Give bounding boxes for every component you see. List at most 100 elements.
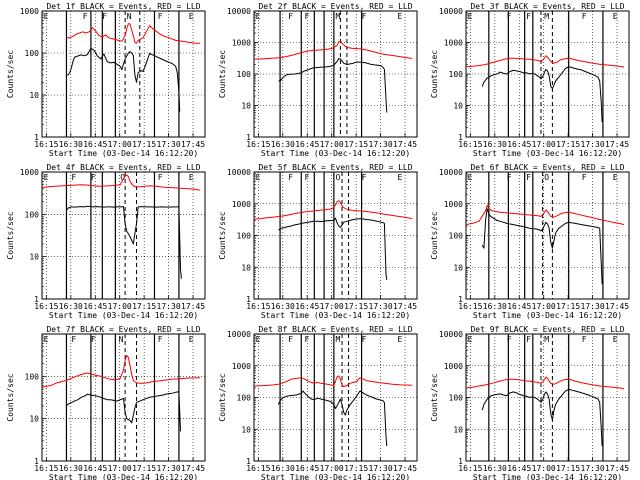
- y-tick-label: 100: [449, 394, 464, 403]
- x-tick-label: 16:45: [83, 464, 107, 473]
- y-tick-label: 100: [237, 232, 252, 241]
- event-letter: F: [507, 173, 512, 182]
- x-tick-label: 16:45: [507, 140, 531, 149]
- y-tick-label: 10: [29, 253, 39, 262]
- panel-title: Det 3f BLACK = Events, RED = LLD: [470, 2, 624, 11]
- y-tick-label: 1000: [20, 168, 39, 177]
- x-axis-label: Start Time (03-Dec-14 16:12:20): [261, 311, 410, 320]
- event-letter: E: [397, 12, 402, 21]
- y-tick-label: 1: [246, 457, 251, 466]
- y-tick-label: 10: [29, 415, 39, 424]
- x-axis-label: Start Time (03-Dec-14 16:12:20): [49, 473, 198, 480]
- panel-5: Det 5f BLACK = Events, RED = LLD16:15 16:…: [218, 163, 417, 320]
- series-lld: [466, 377, 624, 389]
- event-letter: F: [526, 12, 531, 21]
- series-events: [278, 391, 386, 446]
- series-events: [67, 48, 180, 111]
- x-tick-label: 16:45: [507, 464, 531, 473]
- x-tick-label: 17:45: [605, 464, 629, 473]
- x-tick-label: 17:00: [532, 302, 556, 311]
- event-letter: F: [102, 12, 107, 21]
- x-axis-label: Start Time (03-Dec-14 16:12:20): [49, 149, 198, 158]
- x-tick-label: 17:15: [556, 140, 580, 149]
- y-axis-label: Counts/sec: [218, 373, 227, 421]
- y-tick-label: 1000: [232, 39, 251, 48]
- y-axis-label: Counts/sec: [430, 50, 439, 98]
- event-letter: E: [256, 12, 261, 21]
- event-letter: F: [288, 12, 293, 21]
- x-tick-label: 17:30: [157, 302, 181, 311]
- series-lld: [466, 56, 624, 67]
- x-axis-label: Start Time (03-Dec-14 16:12:20): [473, 473, 622, 480]
- panel-3: Det 3f BLACK = Events, RED = LLD16:15 16:…: [430, 2, 629, 158]
- event-letter: F: [158, 173, 163, 182]
- y-tick-label: 1: [34, 457, 39, 466]
- event-letter: F: [526, 335, 531, 344]
- x-tick-label: 17:00: [108, 302, 132, 311]
- event-letter: M: [336, 335, 341, 344]
- x-tick-label: 16:45: [295, 302, 319, 311]
- y-tick-label: 1: [458, 295, 463, 304]
- x-tick-label: 17:30: [581, 302, 605, 311]
- y-axis-label: Counts/sec: [6, 211, 15, 259]
- x-tick-label: 17:30: [581, 140, 605, 149]
- event-letter: E: [256, 173, 261, 182]
- x-tick-label: 16:30: [271, 302, 295, 311]
- y-tick-label: 1000: [232, 200, 251, 209]
- event-letter: E: [44, 173, 49, 182]
- x-tick-label: 17:00: [108, 464, 132, 473]
- event-letter: F: [507, 335, 512, 344]
- x-tick-label: 16:45: [83, 140, 107, 149]
- event-letter: F: [71, 335, 76, 344]
- x-tick-label: 17:30: [157, 464, 181, 473]
- y-tick-label: 10: [453, 102, 463, 111]
- y-axis-label: Counts/sec: [218, 211, 227, 259]
- x-axis-label: Start Time (03-Dec-14 16:12:20): [49, 311, 198, 320]
- x-tick-label: 17:15: [344, 464, 368, 473]
- event-letter: M: [544, 12, 549, 21]
- y-tick-label: 100: [25, 49, 40, 58]
- y-tick-label: 10: [241, 102, 251, 111]
- event-letter: E: [468, 173, 473, 182]
- x-tick-label: 16:30: [59, 302, 83, 311]
- event-letter: E: [613, 173, 618, 182]
- x-tick-label: 17:00: [532, 140, 556, 149]
- x-tick-label: 17:45: [605, 140, 629, 149]
- event-letter: F: [158, 12, 163, 21]
- event-letter: M: [544, 335, 549, 344]
- y-axis-label: Counts/sec: [430, 211, 439, 259]
- y-tick-label: 1: [458, 133, 463, 142]
- panel-9: Det 9f BLACK = Events, RED = LLD16:15 16:…: [430, 325, 629, 480]
- y-tick-label: 1000: [444, 39, 463, 48]
- x-tick-label: 17:15: [556, 464, 580, 473]
- y-tick-label: 10: [453, 425, 463, 434]
- series-events: [67, 392, 181, 432]
- event-letter: E: [189, 335, 194, 344]
- y-tick-label: 1000: [444, 362, 463, 371]
- x-tick-label: 17:15: [132, 302, 156, 311]
- x-tick-label: 16:30: [271, 464, 295, 473]
- y-tick-label: 10000: [227, 168, 251, 177]
- x-tick-label: 17:45: [181, 140, 205, 149]
- series-lld: [42, 356, 200, 388]
- event-letter: O: [544, 173, 549, 182]
- x-tick-label: 17:30: [581, 464, 605, 473]
- x-axis-label: Start Time (03-Dec-14 16:12:20): [473, 149, 622, 158]
- y-tick-label: 1000: [20, 7, 39, 16]
- event-letter: E: [189, 12, 194, 21]
- x-axis-label: Start Time (03-Dec-14 16:12:20): [261, 149, 410, 158]
- y-axis-label: Counts/sec: [430, 373, 439, 421]
- event-letter: E: [613, 12, 618, 21]
- series-events: [482, 389, 602, 446]
- series-events: [278, 59, 386, 113]
- event-letter: E: [468, 335, 473, 344]
- y-tick-label: 100: [25, 210, 40, 219]
- x-tick-label: 17:45: [605, 302, 629, 311]
- x-tick-label: 17:00: [320, 302, 344, 311]
- event-letter: F: [91, 173, 96, 182]
- x-tick-label: 17:45: [393, 464, 417, 473]
- x-tick-label: 17:45: [393, 302, 417, 311]
